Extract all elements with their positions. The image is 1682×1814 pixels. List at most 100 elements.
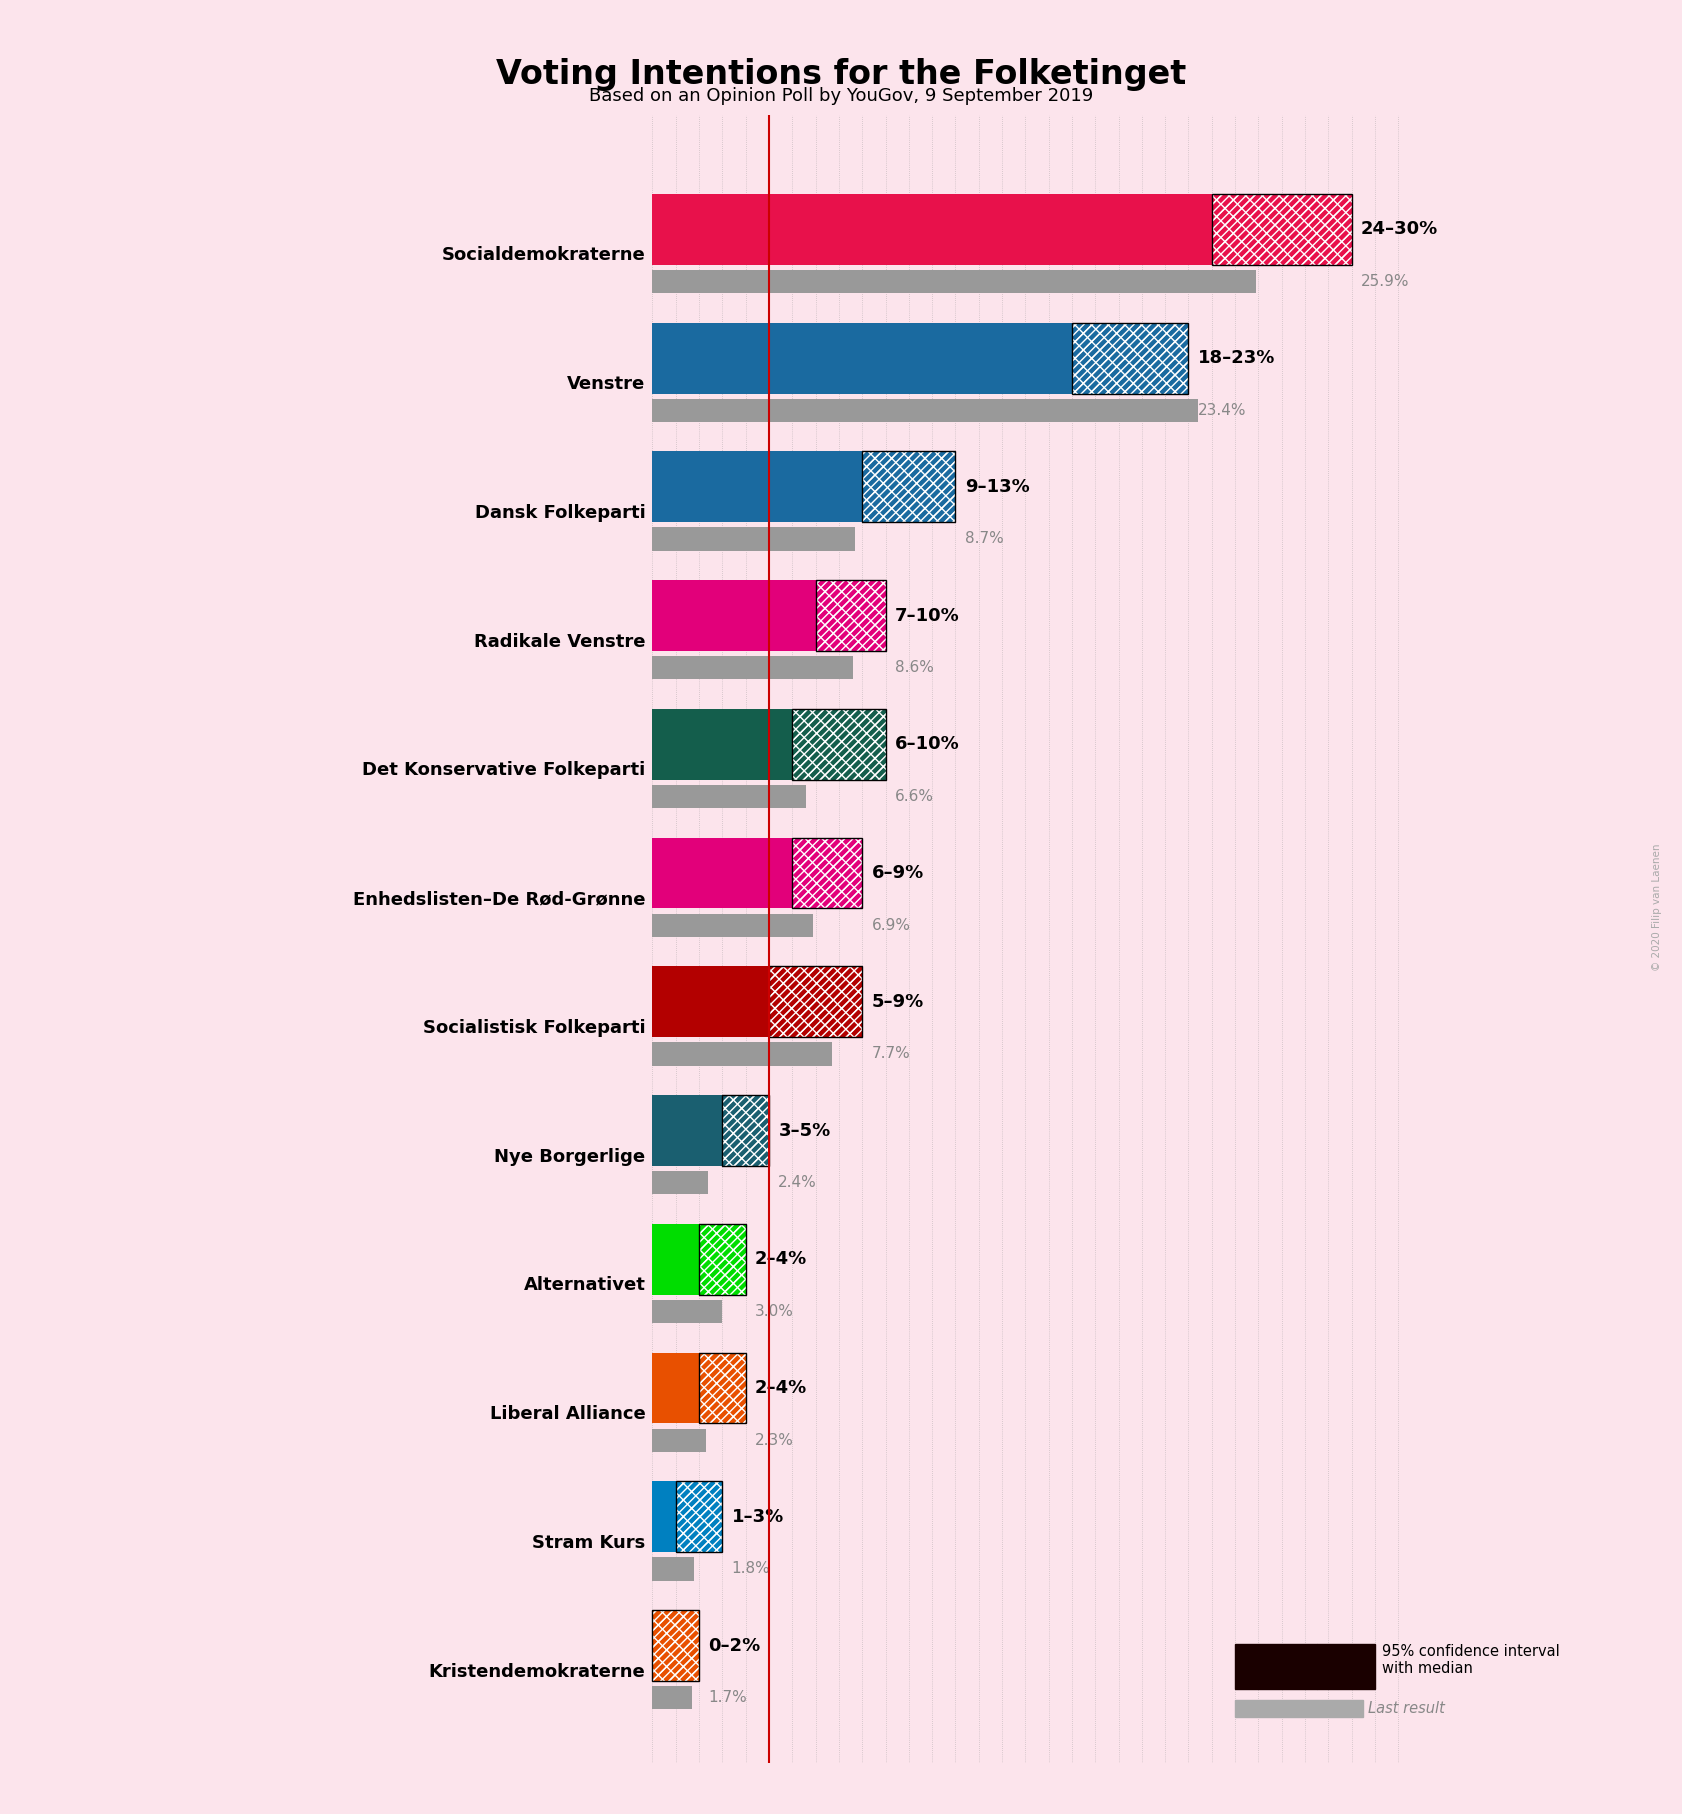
Bar: [1317, 1643, 1374, 1689]
Bar: [700, 1224, 745, 1295]
Bar: [1235, 1643, 1317, 1689]
Text: 1.8%: 1.8%: [732, 1562, 770, 1576]
Bar: [700, 1224, 745, 1295]
Bar: [700, 1353, 745, 1424]
Bar: [653, 1224, 700, 1295]
Text: Kristendemokraterne: Kristendemokraterne: [429, 1663, 646, 1680]
Bar: [769, 967, 863, 1038]
Bar: [653, 709, 792, 780]
Bar: [653, 1687, 691, 1709]
Text: 2–4%: 2–4%: [755, 1379, 807, 1397]
Text: 24–30%: 24–30%: [1361, 219, 1438, 238]
Bar: [792, 709, 885, 780]
Text: Socialdemokraterne: Socialdemokraterne: [442, 247, 646, 265]
Text: 8.6%: 8.6%: [895, 660, 934, 675]
Bar: [863, 452, 955, 522]
Bar: [676, 1482, 722, 1553]
Bar: [863, 452, 955, 522]
Bar: [792, 709, 885, 780]
Text: 0–2%: 0–2%: [708, 1636, 760, 1654]
Bar: [722, 1096, 769, 1166]
Text: 1.7%: 1.7%: [708, 1691, 747, 1705]
Bar: [863, 452, 955, 522]
Bar: [722, 1096, 769, 1166]
Bar: [769, 967, 863, 1038]
Bar: [700, 1224, 745, 1295]
Text: 3.0%: 3.0%: [755, 1304, 794, 1319]
Text: Socialistisk Folkeparti: Socialistisk Folkeparti: [422, 1019, 646, 1038]
Text: Enhedslisten–De Rød-Grønne: Enhedslisten–De Rød-Grønne: [353, 891, 646, 909]
Bar: [700, 1353, 745, 1424]
Bar: [676, 1482, 722, 1553]
Text: Voting Intentions for the Folketinget: Voting Intentions for the Folketinget: [496, 58, 1186, 91]
Bar: [653, 1482, 676, 1553]
Bar: [653, 1611, 700, 1682]
Bar: [653, 580, 816, 651]
Bar: [676, 1482, 722, 1553]
Bar: [653, 1043, 833, 1065]
Bar: [653, 1096, 722, 1166]
Bar: [816, 580, 885, 651]
Bar: [1071, 323, 1189, 394]
Text: 18–23%: 18–23%: [1198, 348, 1275, 366]
Text: Nye Borgerlige: Nye Borgerlige: [495, 1148, 646, 1166]
Bar: [792, 838, 863, 909]
Bar: [653, 657, 853, 678]
Bar: [1211, 194, 1352, 265]
Bar: [863, 452, 955, 522]
Text: Radikale Venstre: Radikale Venstre: [474, 633, 646, 651]
Text: Last result: Last result: [1367, 1700, 1445, 1716]
Bar: [653, 1429, 706, 1451]
Text: 9–13%: 9–13%: [965, 477, 1029, 495]
Bar: [1211, 194, 1352, 265]
Text: 1–3%: 1–3%: [732, 1507, 784, 1526]
Bar: [653, 1611, 700, 1682]
Bar: [653, 270, 1256, 294]
Bar: [700, 1224, 745, 1295]
Bar: [1071, 323, 1189, 394]
Text: 6.9%: 6.9%: [871, 918, 910, 932]
Text: 23.4%: 23.4%: [1198, 403, 1246, 417]
Text: 2.3%: 2.3%: [755, 1433, 794, 1448]
Text: 6.6%: 6.6%: [895, 789, 934, 804]
Bar: [1317, 1643, 1374, 1689]
Text: 5–9%: 5–9%: [871, 992, 923, 1010]
Bar: [653, 452, 863, 522]
Bar: [700, 1353, 745, 1424]
Bar: [653, 399, 1198, 423]
Text: © 2020 Filip van Laenen: © 2020 Filip van Laenen: [1652, 844, 1662, 970]
Bar: [816, 580, 885, 651]
Bar: [653, 1611, 700, 1682]
Bar: [653, 914, 814, 936]
Bar: [1317, 1643, 1374, 1689]
Text: 8.7%: 8.7%: [965, 532, 1004, 546]
Text: 2–4%: 2–4%: [755, 1250, 807, 1268]
Text: Based on an Opinion Poll by YouGov, 9 September 2019: Based on an Opinion Poll by YouGov, 9 Se…: [589, 87, 1093, 105]
Bar: [1071, 323, 1189, 394]
Text: Det Konservative Folkeparti: Det Konservative Folkeparti: [362, 762, 646, 780]
Bar: [816, 580, 885, 651]
Bar: [722, 1096, 769, 1166]
Bar: [792, 709, 885, 780]
Text: Venstre: Venstre: [567, 375, 646, 394]
Bar: [722, 1096, 769, 1166]
Bar: [653, 1353, 700, 1424]
Bar: [792, 709, 885, 780]
Bar: [792, 838, 863, 909]
Bar: [653, 1611, 700, 1682]
Bar: [653, 967, 769, 1038]
Bar: [1211, 194, 1352, 265]
Bar: [676, 1482, 722, 1553]
Text: 95% confidence interval
with median: 95% confidence interval with median: [1383, 1643, 1559, 1676]
Text: Dansk Folkeparti: Dansk Folkeparti: [474, 504, 646, 522]
Bar: [653, 1301, 722, 1322]
Text: 3–5%: 3–5%: [779, 1121, 831, 1139]
Text: 7–10%: 7–10%: [895, 606, 959, 624]
Bar: [792, 838, 863, 909]
Bar: [816, 580, 885, 651]
Bar: [653, 528, 854, 551]
Bar: [653, 1172, 708, 1194]
Bar: [1071, 323, 1189, 394]
Text: 7.7%: 7.7%: [871, 1047, 910, 1061]
Bar: [792, 838, 863, 909]
